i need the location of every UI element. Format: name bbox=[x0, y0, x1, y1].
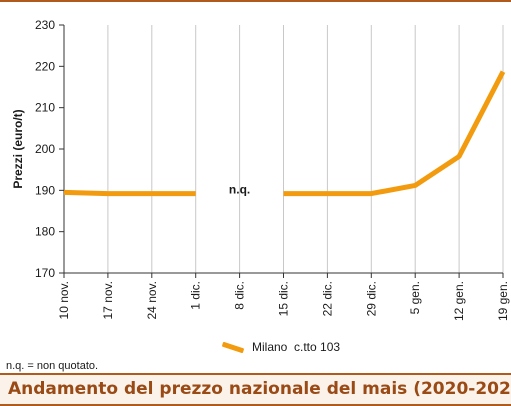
legend-label-milano: Milano c.tto 103 bbox=[252, 340, 341, 354]
footer-bar: Andamento del prezzo nazionale del mais … bbox=[0, 373, 511, 406]
x-tick-label-0: 10 nov. bbox=[57, 281, 71, 319]
y-tick-label-180: 180 bbox=[35, 225, 55, 239]
x-tick-label-3: 1 dic. bbox=[189, 281, 203, 310]
x-tick-label-9: 12 gen. bbox=[452, 281, 466, 321]
x-tick-label-7: 29 dic. bbox=[364, 281, 378, 316]
legend: Milano c.tto 103 bbox=[221, 340, 341, 354]
footnote: n.q. = non quotato. bbox=[6, 360, 99, 372]
x-tick-label-5: 15 dic. bbox=[277, 281, 291, 316]
x-tick-label-10: 19 gen. bbox=[496, 281, 510, 321]
series-line-0-segment-0 bbox=[63, 189, 196, 197]
y-tick-label-220: 220 bbox=[35, 59, 55, 73]
y-axis-title: Prezzi (euro/t) bbox=[11, 109, 25, 188]
top-rule bbox=[0, 0, 511, 2]
chart-title: Andamento del prezzo nazionale del mais … bbox=[8, 379, 511, 399]
line-chart: 170 180 190 200 210 220 230 10 nov. 17 nov. 24 no… bbox=[11, 18, 510, 321]
annotation-nq: n.q. bbox=[229, 182, 250, 196]
x-tick-label-4: 8 dic. bbox=[233, 281, 247, 310]
y-tick-label-210: 210 bbox=[35, 101, 55, 115]
x-tick-label-6: 22 dic. bbox=[320, 281, 334, 316]
y-tick-label-190: 190 bbox=[35, 183, 55, 197]
y-tick-label-230: 230 bbox=[35, 18, 55, 32]
y-tick-label-170: 170 bbox=[35, 266, 55, 280]
x-tick-label-2: 24 nov. bbox=[145, 281, 159, 319]
series-line-0-segment-1 bbox=[283, 70, 506, 197]
y-tick-label-200: 200 bbox=[35, 142, 55, 156]
legend-swatch-milano bbox=[221, 341, 245, 353]
x-tick-label-8: 5 gen. bbox=[408, 281, 422, 314]
x-tick-label-1: 17 nov. bbox=[101, 281, 115, 319]
